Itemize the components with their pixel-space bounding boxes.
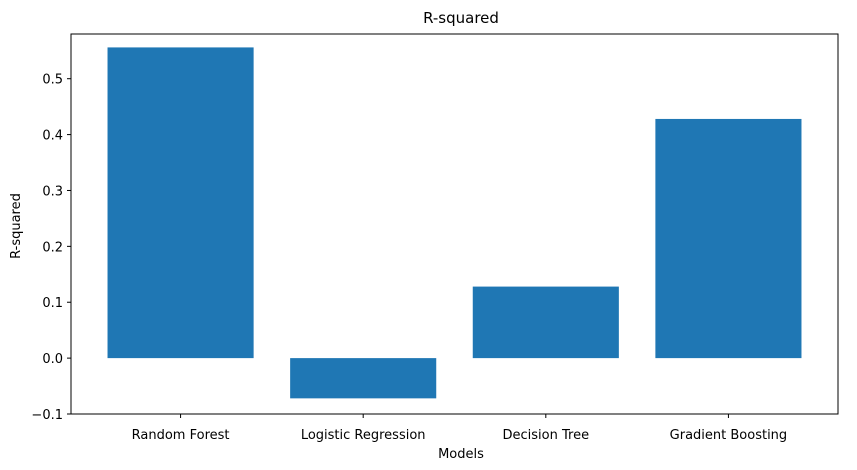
bar-random-forest (107, 47, 254, 359)
x-tick-label: Random Forest (132, 428, 230, 443)
y-tick-label: −0.1 (31, 408, 63, 423)
x-tick-label: Decision Tree (503, 428, 590, 443)
y-tick-label: 0.1 (42, 296, 63, 311)
x-axis-label: Models (438, 447, 484, 462)
y-tick-label: 0.4 (42, 129, 63, 144)
y-tick-label: 0.3 (42, 184, 63, 199)
y-tick-label: 0.2 (42, 240, 63, 255)
x-tick-label: Logistic Regression (301, 428, 426, 443)
bar-decision-tree (472, 286, 619, 359)
y-tick-label: 0.5 (42, 73, 63, 88)
y-axis-label: R-squared (9, 193, 24, 259)
plot-frame (70, 33, 839, 415)
y-ticks-group: −0.1 0.0 0.1 0.2 0.3 0.4 0.5 (31, 73, 71, 423)
x-tick-label: Gradient Boosting (670, 428, 788, 443)
bars-group (107, 47, 802, 399)
bar-gradient-boosting (655, 118, 802, 359)
y-tick-label: 0.0 (42, 352, 63, 367)
x-ticks-group: Random Forest Logistic Regression Decision… (132, 414, 788, 443)
chart-title: R-squared (423, 9, 499, 27)
bar-logistic-regression (290, 358, 437, 399)
